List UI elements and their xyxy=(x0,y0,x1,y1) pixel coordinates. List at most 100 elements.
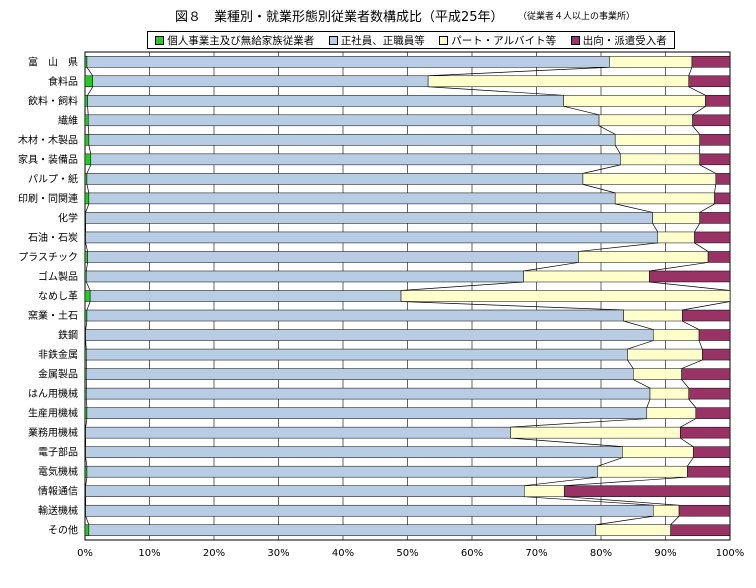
bar-group xyxy=(84,251,731,263)
category-label: 化学 xyxy=(58,211,78,224)
series-line xyxy=(85,477,88,486)
category-label: 飲料・飼料 xyxy=(28,94,78,107)
series-line xyxy=(681,379,689,389)
bar-group xyxy=(84,329,731,341)
series-line xyxy=(524,496,654,506)
bar-segment xyxy=(400,290,731,302)
bar-segment xyxy=(694,231,731,244)
bar-segment xyxy=(87,95,564,107)
bar-segment xyxy=(652,504,680,517)
category-label: 業務用機械 xyxy=(28,426,78,439)
x-tick-label: 60% xyxy=(461,548,483,559)
category-label: 石油・石炭 xyxy=(28,231,78,244)
bar-segment xyxy=(88,192,616,205)
bar-group xyxy=(84,348,731,361)
bar-group xyxy=(84,114,731,127)
category-label: 印刷・同関連 xyxy=(18,192,78,205)
bar-segment xyxy=(681,368,731,380)
legend-label-regular: 正社員、正職員等 xyxy=(340,34,425,47)
x-tick-label: 10% xyxy=(138,548,160,559)
bar-segment xyxy=(84,56,88,68)
category-label: 鉄鋼 xyxy=(58,329,78,342)
legend-label-parttime: パート・アルバイト等 xyxy=(451,34,557,47)
bar-group xyxy=(84,504,731,517)
bar-segment xyxy=(86,465,599,478)
bar-segment xyxy=(707,251,731,263)
bar-segment xyxy=(597,465,688,478)
series-line xyxy=(714,184,717,193)
bar-segment xyxy=(715,173,731,185)
category-label: その他 xyxy=(48,524,78,537)
bar-segment xyxy=(84,524,90,536)
bar-group xyxy=(84,134,731,146)
bar-group xyxy=(84,426,731,439)
legend-swatch-dispatch xyxy=(570,35,580,45)
bar-segment xyxy=(682,309,731,322)
bar-segment xyxy=(86,56,610,68)
bar-group xyxy=(84,465,731,478)
chart-subtitle: （従業者４人以上の事業所） xyxy=(518,12,636,22)
bar-segment xyxy=(87,251,579,263)
legend-swatch-parttime xyxy=(439,35,449,45)
bar-segment xyxy=(649,270,731,283)
chart-legend: 個人事業主及び無給家族従業者 正社員、正職員等 パート・アルバイト等 出向・派遣… xyxy=(147,31,675,49)
bar-segment xyxy=(622,446,694,458)
series-line xyxy=(694,223,700,233)
series-line xyxy=(680,437,694,447)
series-line xyxy=(681,359,703,369)
legend-item-parttime: パート・アルバイト等 xyxy=(439,33,556,48)
chart-title: 図８ 業種別・就業形態別従業者数構成比（平成25年） xyxy=(175,10,504,25)
bar-segment xyxy=(84,407,88,419)
bar-segment xyxy=(92,75,429,88)
bar-group xyxy=(84,485,731,497)
bar-group xyxy=(84,231,731,244)
bar-segment xyxy=(563,485,731,497)
bar-segment xyxy=(688,75,731,88)
series-line xyxy=(627,340,654,350)
legend-item-individual: 個人事業主及び無給家族従業者 xyxy=(155,33,314,48)
series-line xyxy=(694,242,709,252)
category-label: パルプ・紙 xyxy=(28,172,78,185)
bar-group xyxy=(84,75,731,88)
bar-segment xyxy=(652,329,700,341)
bar-segment xyxy=(88,134,616,146)
series-line xyxy=(582,184,616,194)
series-line xyxy=(85,418,88,428)
series-line xyxy=(401,281,524,291)
series-line xyxy=(88,145,92,154)
bar-group xyxy=(84,290,731,302)
bar-group xyxy=(84,270,731,283)
category-label: 窯業・土石 xyxy=(28,309,78,322)
bar-segment xyxy=(691,56,731,68)
bar-segment xyxy=(85,446,623,458)
series-line xyxy=(597,457,623,467)
bar-segment xyxy=(84,251,88,263)
series-line xyxy=(692,125,700,135)
x-tick-label: 20% xyxy=(203,548,225,559)
series-line xyxy=(598,125,616,135)
bar-segment xyxy=(84,192,90,205)
series-line xyxy=(428,66,610,77)
series-line xyxy=(85,281,91,291)
series-line xyxy=(86,67,94,76)
x-tick-label: 40% xyxy=(332,548,354,559)
bar-segment xyxy=(84,95,88,107)
x-tick-label: 90% xyxy=(654,548,676,559)
bar-segment xyxy=(695,407,731,419)
series-line xyxy=(401,301,624,311)
category-label: はん用機械 xyxy=(28,387,78,400)
bar-segment xyxy=(680,426,731,439)
series-line xyxy=(85,516,90,525)
series-line xyxy=(688,67,693,76)
series-line xyxy=(85,320,88,330)
bar-segment xyxy=(84,134,90,146)
series-line xyxy=(85,242,88,252)
bar-segment xyxy=(523,270,650,283)
series-line xyxy=(564,496,680,506)
bar-segment xyxy=(699,212,731,224)
category-label: 輸送機械 xyxy=(38,504,78,517)
bar-segment xyxy=(90,153,621,166)
bar-segment xyxy=(84,114,89,127)
series-line xyxy=(682,320,700,330)
bar-segment xyxy=(614,134,700,146)
